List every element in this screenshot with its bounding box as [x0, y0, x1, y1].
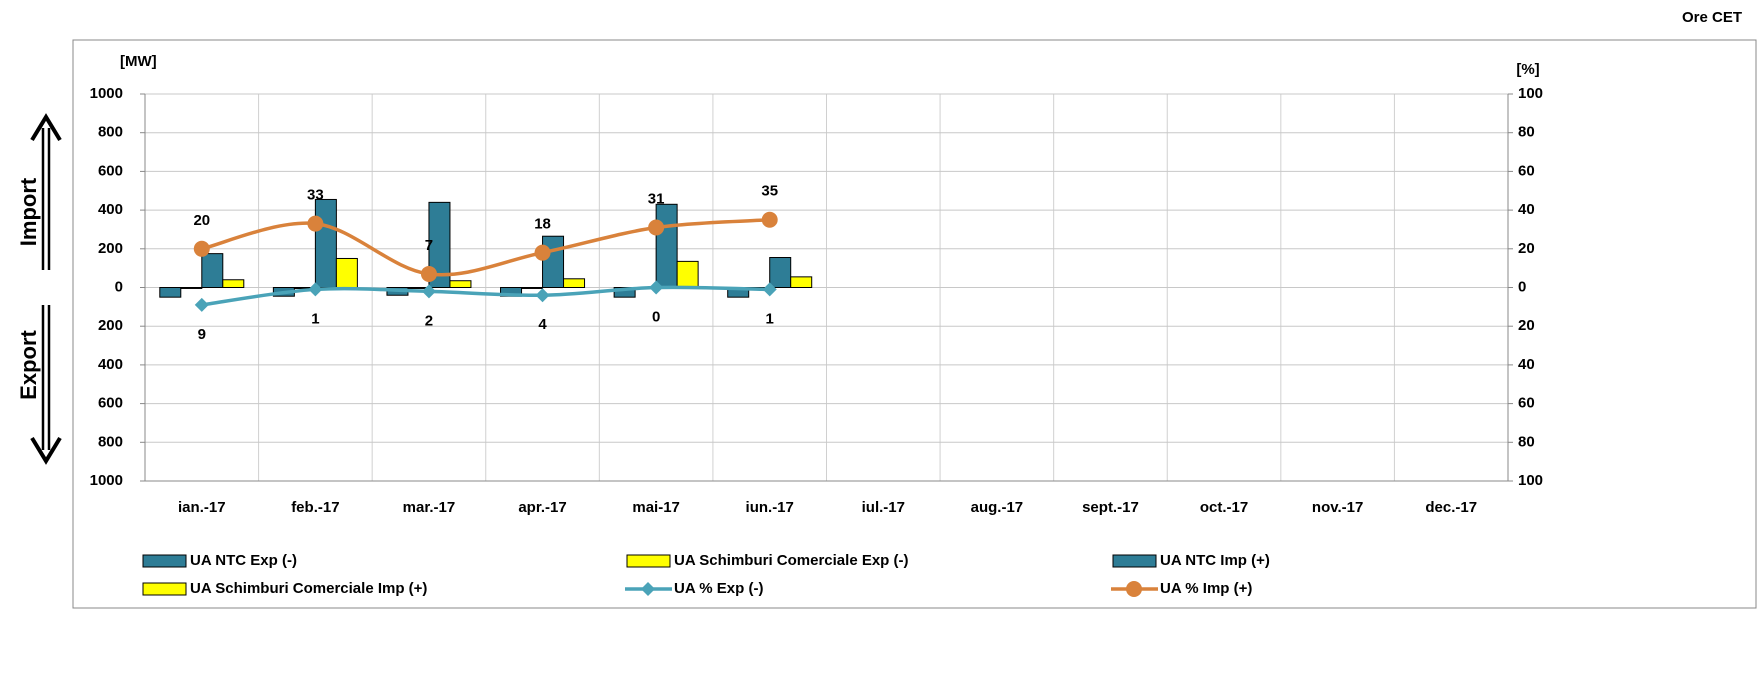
- x-tick-label: ian.-17: [178, 499, 226, 516]
- x-tick-label: dec.-17: [1425, 499, 1477, 516]
- bar: [613, 287, 636, 298]
- y2-tick-label: 40: [1518, 201, 1535, 218]
- bar: [769, 257, 792, 289]
- legend-swatch: [142, 554, 187, 568]
- data-label: 4: [538, 316, 547, 333]
- x-tick-label: sept.-17: [1082, 499, 1139, 516]
- note: Ore CET: [1682, 9, 1742, 26]
- y-axis-label: [MW]: [120, 53, 157, 70]
- bar: [314, 198, 337, 289]
- legend-label: UA % Imp (+): [1160, 580, 1252, 597]
- y2-tick-label: 20: [1518, 240, 1535, 257]
- marker: [534, 244, 551, 261]
- marker: [761, 211, 778, 228]
- legend-label: UA NTC Exp (-): [190, 552, 297, 569]
- y2-tick-label: 60: [1518, 162, 1535, 179]
- x-tick-label: apr.-17: [518, 499, 566, 516]
- legend-label: UA NTC Imp (+): [1160, 552, 1270, 569]
- x-tick-label: mar.-17: [403, 499, 456, 516]
- marker: [307, 215, 324, 232]
- legend-label: UA % Exp (-): [674, 580, 763, 597]
- x-tick-label: oct.-17: [1200, 499, 1248, 516]
- y-tick-label: 400: [98, 201, 123, 218]
- x-tick-label: aug.-17: [971, 499, 1024, 516]
- bar: [542, 235, 565, 289]
- y2-tick-label: 40: [1518, 356, 1535, 373]
- y-tick-label: 800: [98, 124, 123, 141]
- y2-tick-label: 100: [1518, 85, 1543, 102]
- data-label: 35: [761, 183, 778, 200]
- x-tick-label: mai-17: [632, 499, 680, 516]
- bar: [655, 203, 678, 288]
- marker: [308, 282, 323, 297]
- marker: [648, 219, 665, 236]
- y2-tick-label: 60: [1518, 395, 1535, 412]
- data-label: 1: [766, 310, 774, 327]
- x-tick-label: iun.-17: [746, 499, 794, 516]
- data-label: 1: [311, 310, 319, 327]
- y2-tick-label: 20: [1518, 317, 1535, 334]
- y2-tick-label: 80: [1518, 124, 1535, 141]
- data-label: 20: [193, 212, 210, 229]
- bar: [449, 280, 472, 289]
- bar: [676, 260, 699, 289]
- bar: [201, 253, 224, 288]
- y2-axis-label: [%]: [1516, 61, 1539, 78]
- y-tick-label: 200: [98, 317, 123, 334]
- legend-label: UA Schimburi Comerciale Exp (-): [674, 552, 909, 569]
- bar: [180, 287, 203, 289]
- legend-marker: [641, 582, 655, 596]
- y-tick-label: 400: [98, 356, 123, 373]
- data-label: 7: [425, 237, 433, 254]
- data-label: 33: [307, 187, 324, 204]
- marker: [193, 240, 210, 257]
- bar: [563, 278, 586, 289]
- bar: [335, 257, 358, 289]
- x-tick-label: nov.-17: [1312, 499, 1363, 516]
- line: [201, 218, 770, 277]
- y2-tick-label: 0: [1518, 278, 1526, 295]
- marker: [535, 288, 550, 303]
- marker: [420, 265, 437, 282]
- data-label: 31: [648, 190, 665, 207]
- marker: [194, 297, 209, 312]
- y-tick-label: 0: [115, 278, 123, 295]
- y-tick-label: 800: [98, 433, 123, 450]
- y2-tick-label: 100: [1518, 472, 1543, 489]
- bar: [428, 201, 451, 288]
- y-tick-label: 1000: [90, 472, 123, 489]
- bar: [790, 276, 813, 289]
- legend-swatch: [1112, 554, 1157, 568]
- chart-frame: [72, 39, 1757, 609]
- bar: [222, 279, 245, 289]
- import-arrow: [30, 113, 62, 270]
- y-tick-label: 1000: [90, 85, 123, 102]
- marker: [421, 284, 436, 299]
- y-tick-label: 200: [98, 240, 123, 257]
- export-arrow: [30, 305, 62, 465]
- bar: [521, 287, 544, 289]
- data-label: 18: [534, 216, 551, 233]
- bar: [159, 287, 182, 298]
- data-label: 2: [425, 312, 433, 329]
- data-label: 9: [198, 326, 206, 343]
- legend-swatch: [626, 554, 671, 568]
- x-tick-label: feb.-17: [291, 499, 339, 516]
- export-label: Export: [16, 329, 41, 399]
- y-tick-label: 600: [98, 162, 123, 179]
- import-label: Import: [16, 177, 41, 246]
- y2-tick-label: 80: [1518, 433, 1535, 450]
- legend-label: UA Schimburi Comerciale Imp (+): [190, 580, 427, 597]
- line: [201, 285, 770, 307]
- legend-marker: [1126, 581, 1142, 597]
- y-tick-label: 600: [98, 395, 123, 412]
- marker: [762, 282, 777, 297]
- data-label: 0: [652, 308, 660, 325]
- legend-swatch: [142, 582, 187, 596]
- marker: [649, 280, 664, 295]
- x-tick-label: iul.-17: [862, 499, 905, 516]
